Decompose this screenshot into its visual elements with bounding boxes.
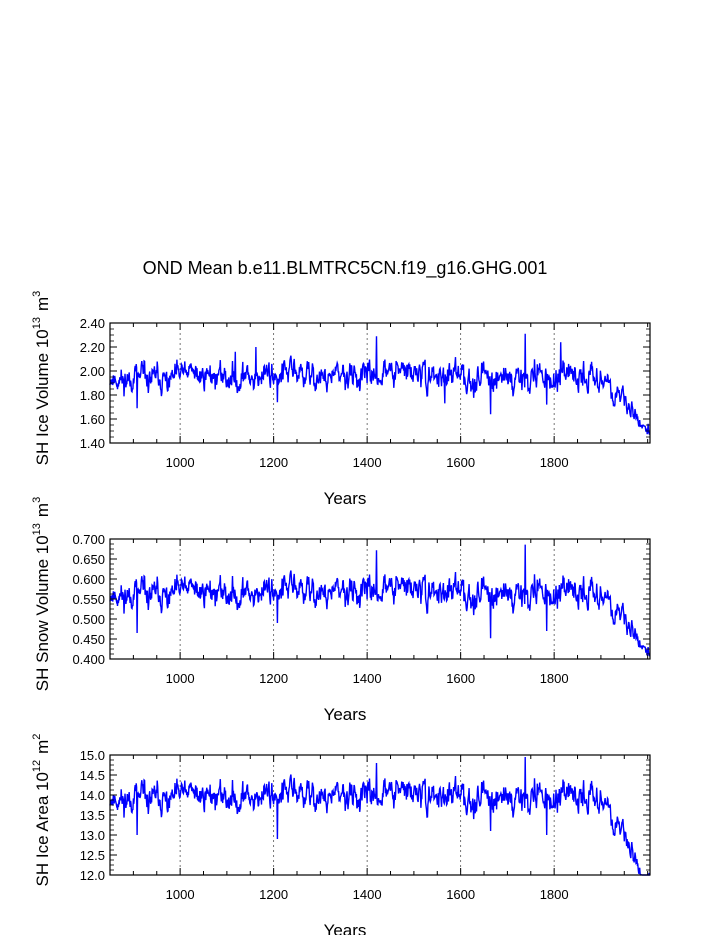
plot-frame	[109, 754, 651, 876]
x-tick-label: 1800	[540, 455, 569, 470]
x-tick-label: 1400	[353, 455, 382, 470]
y-axis-title: SH Ice Area 1012 m2	[31, 734, 52, 887]
ticks	[109, 754, 650, 876]
y-axis-title-unit-exp: 3	[31, 291, 43, 297]
y-tick-label: 14.5	[80, 768, 105, 783]
y-tick-label: 0.400	[72, 652, 105, 667]
y-tick-label: 14.0	[80, 788, 105, 803]
y-tick-label: 15.0	[80, 748, 105, 763]
y-tick-label: 2.00	[80, 364, 105, 379]
x-tick-label: 1800	[540, 887, 569, 902]
series-line	[109, 333, 651, 435]
x-axis-title: Years	[324, 489, 367, 508]
y-axis-title-unit-exp: 3	[31, 497, 43, 503]
panel-grid	[179, 755, 555, 875]
y-axis-title-unit: m	[33, 503, 52, 517]
y-tick-label: 2.20	[80, 340, 105, 355]
panel-ice-volume: 1.40 1.60 1.80 2.00 2.20 2.40 1000 1200 1400 1600…	[31, 291, 651, 508]
y-axis-title-exp: 12	[31, 760, 43, 772]
y-axis-title-unit: m	[33, 740, 52, 754]
y-axis-title-text: SH Ice Volume 10	[33, 329, 52, 465]
y-axis-title-text: SH Ice Area 10	[33, 772, 52, 886]
y-tick-label: 0.600	[72, 572, 105, 587]
y-tick-label: 0.500	[72, 612, 105, 627]
ticks	[109, 538, 650, 660]
y-tick-label: 0.450	[72, 632, 105, 647]
series-line	[109, 756, 651, 876]
y-tick-label: 2.40	[80, 316, 105, 331]
panel-ice-area: 12.0 12.5 13.0 13.5 14.0 14.5 15.0 1000 1200 1400…	[31, 734, 651, 935]
x-tick-label: 1400	[353, 671, 382, 686]
x-tick-label: 1600	[446, 671, 475, 686]
x-tick-label: 1600	[446, 455, 475, 470]
x-tick-label: 1000	[166, 455, 195, 470]
tick-labels: 0.400 0.450 0.500 0.550 0.600 0.650 0.700 1000 1…	[72, 532, 568, 686]
x-tick-label: 1000	[166, 671, 195, 686]
plot-frame	[109, 322, 651, 444]
ticks	[109, 322, 650, 444]
y-axis-title-exp: 13	[31, 317, 43, 329]
x-tick-label: 1800	[540, 671, 569, 686]
x-tick-label: 1400	[353, 887, 382, 902]
y-tick-label: 12.0	[80, 868, 105, 883]
panel-snow-volume: 0.400 0.450 0.500 0.550 0.600 0.650 0.700 1000 1…	[31, 497, 651, 724]
y-tick-label: 0.550	[72, 592, 105, 607]
y-axis-title-unit: m	[33, 297, 52, 311]
y-tick-label: 12.5	[80, 848, 105, 863]
y-tick-label: 13.5	[80, 808, 105, 823]
y-axis-title-text: SH Snow Volume 10	[33, 535, 52, 691]
y-tick-label: 13.0	[80, 828, 105, 843]
y-tick-label: 0.650	[72, 552, 105, 567]
x-tick-label: 1200	[259, 455, 288, 470]
y-axis-title: SH Ice Volume 1013 m3	[31, 291, 52, 466]
y-tick-label: 0.700	[72, 532, 105, 547]
x-tick-label: 1200	[259, 887, 288, 902]
series-line	[109, 544, 651, 657]
x-axis-title: Years	[324, 705, 367, 724]
x-tick-label: 1200	[259, 671, 288, 686]
y-tick-label: 1.40	[80, 436, 105, 451]
x-tick-label: 1000	[166, 887, 195, 902]
tick-labels: 12.0 12.5 13.0 13.5 14.0 14.5 15.0 1000 1200 1400…	[80, 748, 569, 902]
y-tick-label: 1.60	[80, 412, 105, 427]
tick-labels: 1.40 1.60 1.80 2.00 2.20 2.40 1000 1200 1400 1600…	[80, 316, 569, 470]
x-tick-label: 1600	[446, 887, 475, 902]
x-axis-title: Years	[324, 921, 367, 935]
y-axis-title: SH Snow Volume 1013 m3	[31, 497, 52, 691]
figure-title: OND Mean b.e11.BLMTRC5CN.f19_g16.GHG.001	[143, 258, 548, 279]
y-axis-title-exp: 13	[31, 523, 43, 535]
y-tick-label: 1.80	[80, 388, 105, 403]
y-axis-title-unit-exp: 2	[31, 734, 43, 740]
